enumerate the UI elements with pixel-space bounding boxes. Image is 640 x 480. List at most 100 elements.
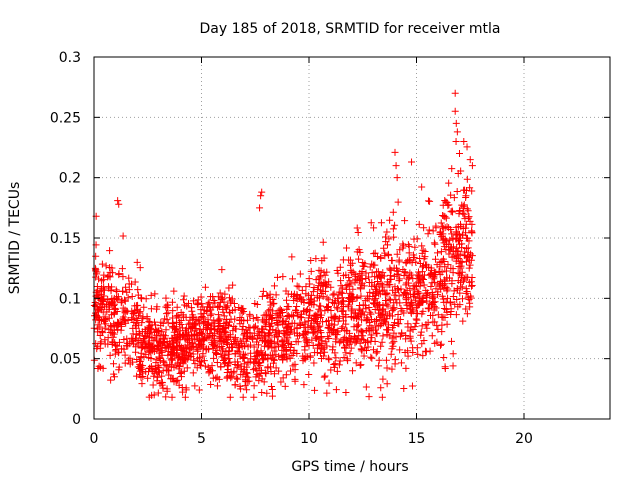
data-point xyxy=(419,294,427,302)
data-point xyxy=(114,197,122,205)
data-point xyxy=(421,253,429,261)
data-point xyxy=(217,335,225,343)
data-point xyxy=(270,370,278,378)
data-point xyxy=(397,359,405,367)
data-point xyxy=(386,332,394,340)
data-point xyxy=(400,384,408,392)
data-point xyxy=(300,296,308,304)
data-point xyxy=(287,367,295,375)
data-point xyxy=(383,331,391,339)
data-point xyxy=(252,373,260,381)
data-point xyxy=(250,343,258,351)
data-point xyxy=(239,393,247,401)
data-point xyxy=(311,386,319,394)
data-point xyxy=(278,352,286,360)
data-point xyxy=(203,324,211,332)
data-point xyxy=(207,380,215,388)
data-point xyxy=(364,316,372,324)
data-point xyxy=(253,335,261,343)
data-point xyxy=(404,347,412,355)
data-point xyxy=(288,341,296,349)
data-point xyxy=(316,273,324,281)
y-tick-label: 0.25 xyxy=(50,110,81,126)
data-point xyxy=(225,294,233,302)
data-point xyxy=(423,324,431,332)
data-point xyxy=(315,282,323,290)
data-point xyxy=(304,291,312,299)
data-point xyxy=(96,315,104,323)
data-point xyxy=(458,258,466,266)
data-point xyxy=(382,238,390,246)
data-point xyxy=(260,356,268,364)
data-point xyxy=(366,288,374,296)
data-point xyxy=(110,320,118,328)
data-point xyxy=(455,270,463,278)
data-point xyxy=(456,150,463,158)
data-point xyxy=(124,316,132,324)
data-point xyxy=(249,314,257,322)
data-point xyxy=(321,372,329,380)
data-point xyxy=(122,283,130,291)
data-point xyxy=(458,268,466,276)
data-point xyxy=(257,192,265,200)
y-tick-label: 0.3 xyxy=(59,50,81,66)
data-point xyxy=(430,239,438,247)
data-point xyxy=(231,381,239,389)
data-point xyxy=(368,260,376,268)
data-point xyxy=(327,313,335,321)
data-point xyxy=(323,281,331,289)
data-point xyxy=(112,294,120,302)
data-point xyxy=(242,337,250,345)
data-point xyxy=(314,340,322,348)
data-point xyxy=(336,339,344,347)
data-point xyxy=(347,269,355,277)
data-point xyxy=(462,193,470,201)
data-point xyxy=(174,333,182,341)
data-point xyxy=(343,244,351,252)
data-point xyxy=(272,291,280,299)
data-point xyxy=(236,337,244,345)
data-point xyxy=(449,350,457,358)
data-point xyxy=(360,262,368,270)
data-point xyxy=(389,208,397,216)
data-point xyxy=(169,314,177,322)
data-point xyxy=(390,299,398,307)
data-point xyxy=(298,314,306,322)
data-point xyxy=(436,277,444,285)
data-point xyxy=(179,354,187,362)
data-point xyxy=(161,315,169,323)
data-point xyxy=(123,288,131,296)
data-point xyxy=(428,332,436,340)
data-point xyxy=(140,303,148,311)
data-point xyxy=(442,305,450,313)
data-point xyxy=(343,336,351,344)
data-point xyxy=(347,344,355,352)
data-point xyxy=(239,305,247,313)
data-point xyxy=(198,300,206,308)
data-point xyxy=(258,375,266,383)
data-point xyxy=(230,300,238,308)
data-point xyxy=(422,286,430,294)
data-point xyxy=(308,336,316,344)
data-point xyxy=(329,291,337,299)
data-point xyxy=(270,355,278,363)
data-point xyxy=(137,338,145,346)
data-point xyxy=(458,295,466,303)
data-point xyxy=(204,363,212,371)
data-point xyxy=(189,369,197,377)
data-point xyxy=(283,324,291,332)
data-point xyxy=(419,246,427,254)
data-point xyxy=(379,332,387,340)
data-point xyxy=(396,346,404,354)
data-point xyxy=(151,290,159,298)
data-point xyxy=(349,367,357,375)
data-point xyxy=(449,292,457,300)
data-point xyxy=(218,295,226,303)
data-point xyxy=(449,362,457,370)
data-point xyxy=(340,297,347,305)
data-point xyxy=(198,358,206,366)
data-point xyxy=(373,348,381,356)
data-point xyxy=(443,320,451,328)
data-point xyxy=(207,367,215,375)
data-point xyxy=(442,283,450,291)
